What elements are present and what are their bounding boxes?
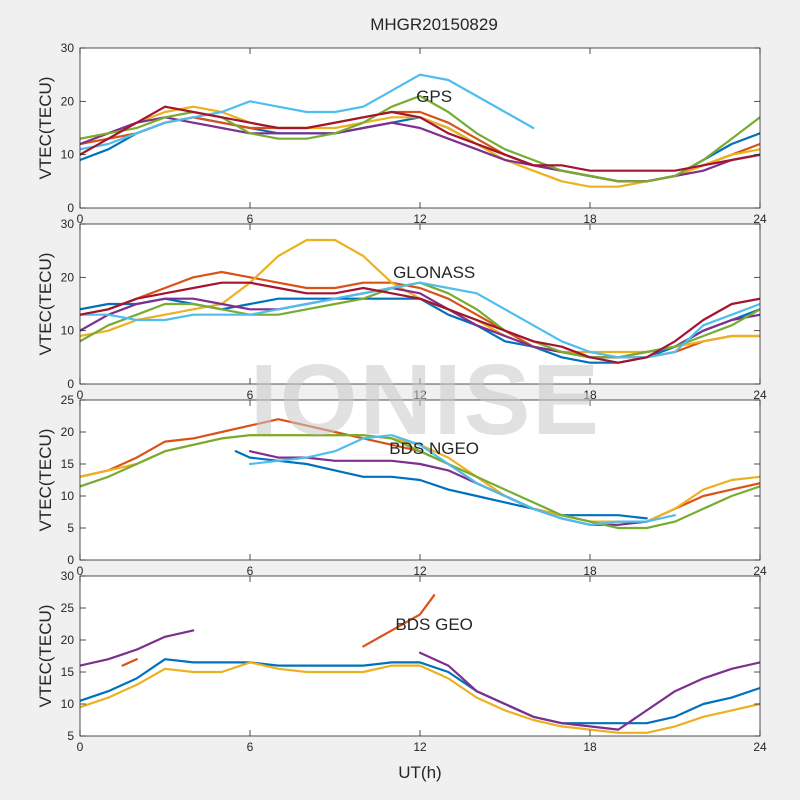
series-line-6 bbox=[80, 105, 760, 172]
y-tick-label: 20 bbox=[61, 633, 75, 647]
series-line-4 bbox=[80, 434, 760, 530]
y-tick-label: 25 bbox=[61, 601, 75, 615]
panel-label: BDS NGEO bbox=[389, 439, 479, 458]
y-axis-label: VTEC(TECU) bbox=[36, 429, 55, 532]
chart-panel-1: 0 6 12 18 24 0 10 20 30 VTEC(TECU) GLONASS bbox=[36, 217, 767, 402]
panel-label: BDS GEO bbox=[395, 615, 472, 634]
y-tick-label: 20 bbox=[61, 94, 75, 108]
series-group bbox=[80, 73, 760, 188]
x-tick-label: 24 bbox=[753, 740, 767, 754]
x-axis-label: UT(h) bbox=[398, 763, 441, 782]
y-tick-label: 15 bbox=[61, 665, 75, 679]
x-tick-label: 24 bbox=[753, 212, 767, 226]
chart-panel-3: 0 6 12 18 24 5 10 15 20 25 30 VTEC(TECU) BDS GEO bbox=[36, 569, 767, 754]
y-tick-label: 10 bbox=[61, 489, 75, 503]
x-tick-label: 12 bbox=[413, 740, 427, 754]
series-line-0 bbox=[234, 450, 648, 520]
y-tick-label: 10 bbox=[61, 697, 75, 711]
x-tick-label: 0 bbox=[77, 564, 84, 578]
y-axis-label: VTEC(TECU) bbox=[36, 77, 55, 180]
series-group bbox=[80, 238, 760, 364]
x-tick-label: 18 bbox=[583, 212, 597, 226]
y-tick-label: 0 bbox=[67, 553, 74, 567]
x-tick-label: 6 bbox=[247, 740, 254, 754]
y-tick-label: 30 bbox=[61, 569, 75, 583]
x-tick-label: 24 bbox=[753, 388, 767, 402]
series-line-0 bbox=[80, 658, 760, 725]
y-tick-label: 10 bbox=[61, 324, 75, 338]
x-tick-label: 18 bbox=[583, 740, 597, 754]
y-axis-label: VTEC(TECU) bbox=[36, 253, 55, 356]
x-tick-label: 12 bbox=[413, 564, 427, 578]
series-line-2 bbox=[80, 629, 760, 731]
figure-title: MHGR20150829 bbox=[370, 15, 498, 34]
y-tick-label: 25 bbox=[61, 393, 75, 407]
chart-panel-0: 0 6 12 18 24 0 10 20 30 VTEC(TECU) GPS bbox=[36, 41, 767, 226]
y-tick-label: 10 bbox=[61, 148, 75, 162]
y-tick-label: 20 bbox=[61, 425, 75, 439]
x-tick-label: 0 bbox=[77, 388, 84, 402]
y-tick-label: 0 bbox=[67, 201, 74, 215]
series-line-5 bbox=[80, 73, 535, 151]
x-tick-label: 12 bbox=[413, 212, 427, 226]
x-tick-label: 6 bbox=[247, 212, 254, 226]
y-tick-label: 20 bbox=[61, 270, 75, 284]
x-tick-label: 6 bbox=[247, 388, 254, 402]
panel-label: GLONASS bbox=[393, 263, 475, 282]
panel-label: GPS bbox=[416, 87, 452, 106]
series-line-1 bbox=[80, 661, 760, 734]
x-tick-label: 0 bbox=[77, 212, 84, 226]
y-tick-label: 0 bbox=[67, 377, 74, 391]
series-group bbox=[80, 594, 760, 734]
x-tick-label: 18 bbox=[583, 564, 597, 578]
chart-panels: 0 6 12 18 24 0 10 20 30 VTEC(TECU) GPS 0 6 12 18 24 0 10 2… bbox=[36, 41, 767, 754]
plot-area bbox=[80, 576, 760, 736]
x-tick-label: 18 bbox=[583, 388, 597, 402]
series-group bbox=[80, 418, 760, 530]
series-line-5 bbox=[248, 434, 677, 526]
y-axis-label: VTEC(TECU) bbox=[36, 605, 55, 708]
y-tick-label: 15 bbox=[61, 457, 75, 471]
series-line-3 bbox=[121, 594, 436, 667]
x-tick-label: 0 bbox=[77, 740, 84, 754]
y-tick-label: 5 bbox=[67, 729, 74, 743]
y-tick-label: 30 bbox=[61, 41, 75, 55]
chart-panel-2: 0 6 12 18 24 0 5 10 15 20 25 VTEC(TECU) BDS NGEO bbox=[36, 393, 767, 578]
series-line-6 bbox=[80, 281, 760, 364]
y-tick-label: 30 bbox=[61, 217, 75, 231]
y-tick-label: 5 bbox=[67, 521, 74, 535]
x-tick-label: 24 bbox=[753, 564, 767, 578]
x-tick-label: 6 bbox=[247, 564, 254, 578]
x-tick-label: 12 bbox=[413, 388, 427, 402]
